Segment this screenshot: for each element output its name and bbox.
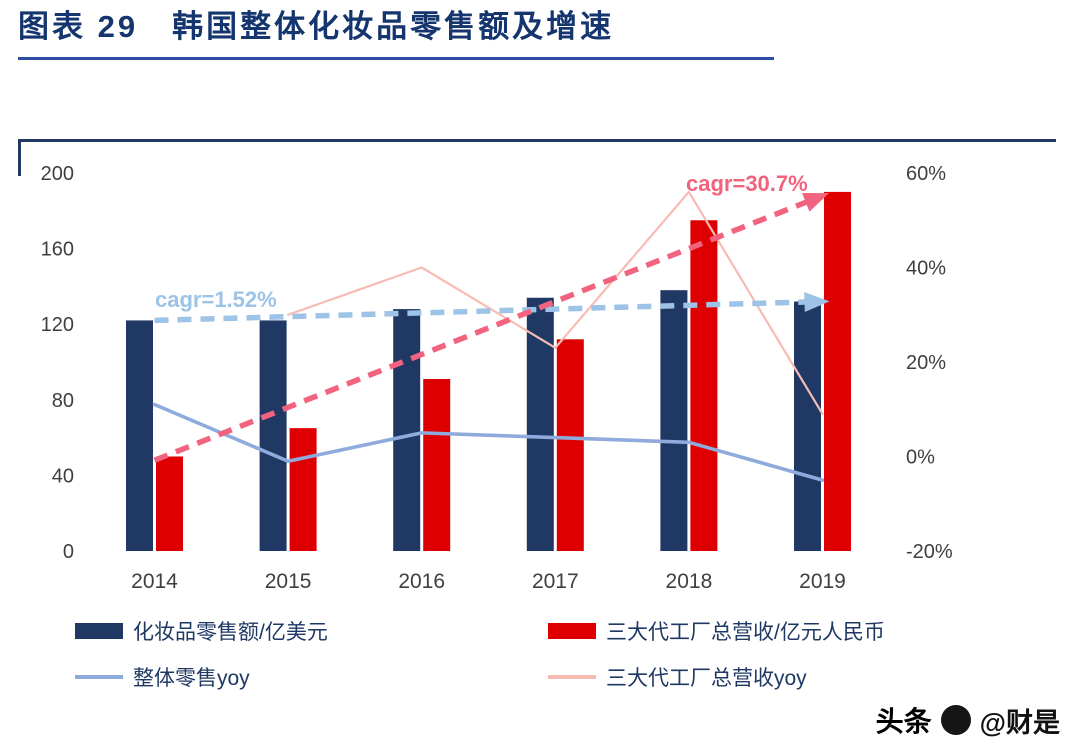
x-axis-label: 2019 [799,570,846,593]
x-axis-label: 2015 [265,570,312,593]
chart-legend: 化妆品零售额/亿美元 三大代工厂总营收/亿元人民币整体零售yoy 三大代工厂总营收y… [75,616,1025,692]
legend-label: 三大代工厂总营收/亿元人民币 [606,621,885,644]
left-axis-tick: 0 [63,541,74,563]
bar-series-1-2017 [556,339,584,551]
left-axis-tick: 160 [41,239,74,261]
avatar-icon [940,705,971,735]
bar-series-1-2016 [423,379,451,551]
right-axis-tick: 60% [906,163,946,185]
legend-item-2: 整体零售yoy [75,662,548,692]
left-axis-tick: 200 [41,163,74,185]
legend-bar-swatch-icon [75,623,123,639]
line-series-3 [287,190,824,416]
bar-series-0-2015 [259,320,287,551]
cagr-label-1: cagr=30.7% [686,171,808,196]
handle-label: @财是 [979,707,1060,738]
chart-frame-top-border [18,139,1056,142]
bar-series-0-2016 [393,309,421,551]
combo-chart: 0 40 80 120 160 200 -20% 0% 20% 40% 60% 2014 2015 201… [41,163,953,593]
legend-item-1: 三大代工厂总营收/亿元人民币 [548,616,1025,646]
legend-item-0: 化妆品零售额/亿美元 [75,616,548,646]
legend-label: 整体零售yoy [133,667,250,690]
left-axis-tick: 80 [52,390,74,412]
x-axis-label: 2018 [666,570,713,593]
x-axis-label: 2016 [398,570,445,593]
line-series-2 [152,402,825,482]
legend-line-swatch-icon [548,675,596,679]
bar-series-0-2014 [126,320,153,551]
platform-label: 头条 [875,706,932,737]
right-axis-tick: -20% [906,541,953,563]
cagr-trend-arrow-1 [153,193,830,463]
bar-series-1-2018 [690,220,718,551]
bar-series-1-2015 [289,428,317,551]
left-axis-tick: 40 [52,465,74,487]
legend-bar-swatch-icon [548,623,596,639]
legend-line-swatch-icon [75,675,123,679]
legend-label: 三大代工厂总营收yoy [606,667,807,690]
cagr-label-0: cagr=1.52% [155,287,277,312]
bar-series-1-2019 [824,191,851,551]
bar-series-1-2014 [156,456,183,551]
chart-frame-left-border [18,139,21,176]
legend-label: 化妆品零售额/亿美元 [133,621,328,644]
right-axis-tick: 20% [906,352,946,374]
left-axis-tick: 120 [41,314,74,336]
x-axis-label: 2014 [131,570,178,593]
right-axis-tick: 0% [906,447,935,469]
x-axis-label: 2017 [532,570,579,593]
bar-series-0-2017 [526,297,554,551]
bar-series-0-2018 [660,290,688,551]
legend-item-3: 三大代工厂总营收yoy [548,662,1025,692]
bar-series-0-2019 [794,301,821,551]
chart-title: 图表 29 韩国整体化妆品零售额及增速 [18,6,774,60]
cagr-trend-arrow-0 [154,292,830,324]
watermark: 头条 @财是 [876,700,1060,740]
right-axis-tick: 40% [906,258,946,280]
